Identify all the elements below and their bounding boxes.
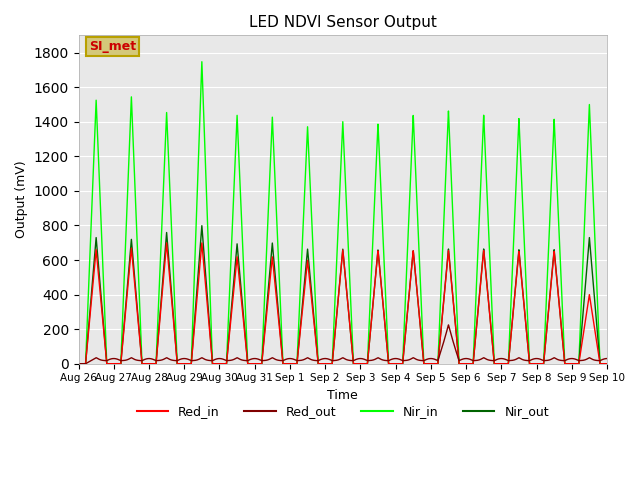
- X-axis label: Time: Time: [328, 389, 358, 402]
- Nir_out: [198, 223, 205, 228]
- Nir_out: [491, 361, 499, 367]
- Red_out: [188, 358, 195, 363]
- Nir_out: [416, 315, 424, 321]
- Red_in: [491, 361, 499, 367]
- Red_out: [415, 358, 423, 363]
- Title: LED NDVI Sensor Output: LED NDVI Sensor Output: [249, 15, 436, 30]
- Nir_in: [273, 210, 280, 216]
- Red_in: [273, 295, 280, 301]
- Red_out: [182, 356, 190, 361]
- Red_in: [188, 357, 195, 362]
- Nir_out: [188, 357, 195, 363]
- Red_out: [602, 356, 609, 361]
- Nir_out: [273, 287, 280, 293]
- Nir_in: [416, 261, 424, 266]
- Line: Red_out: Red_out: [79, 325, 607, 364]
- Nir_in: [188, 352, 195, 358]
- Red_in: [163, 240, 170, 246]
- Nir_out: [75, 361, 83, 367]
- Nir_out: [602, 361, 609, 367]
- Line: Nir_in: Nir_in: [79, 62, 607, 364]
- Red_out: [75, 361, 83, 367]
- Red_in: [602, 361, 609, 367]
- Line: Nir_out: Nir_out: [79, 226, 607, 364]
- Red_in: [75, 361, 83, 367]
- Nir_in: [182, 361, 190, 367]
- Red_in: [416, 315, 424, 321]
- Red_out: [491, 358, 499, 363]
- Nir_in: [602, 361, 609, 367]
- Nir_in: [603, 361, 611, 367]
- Nir_out: [603, 361, 611, 367]
- Legend: Red_in, Red_out, Nir_in, Nir_out: Red_in, Red_out, Nir_in, Nir_out: [131, 400, 554, 423]
- Nir_in: [75, 361, 83, 367]
- Y-axis label: Output (mV): Output (mV): [15, 161, 28, 239]
- Nir_in: [198, 59, 205, 65]
- Line: Red_in: Red_in: [79, 243, 607, 364]
- Red_out: [445, 322, 452, 328]
- Nir_in: [491, 361, 499, 367]
- Text: SI_met: SI_met: [89, 40, 136, 53]
- Red_in: [603, 361, 611, 367]
- Nir_out: [182, 361, 190, 367]
- Red_out: [603, 356, 611, 361]
- Red_out: [273, 357, 280, 362]
- Red_in: [182, 361, 190, 367]
